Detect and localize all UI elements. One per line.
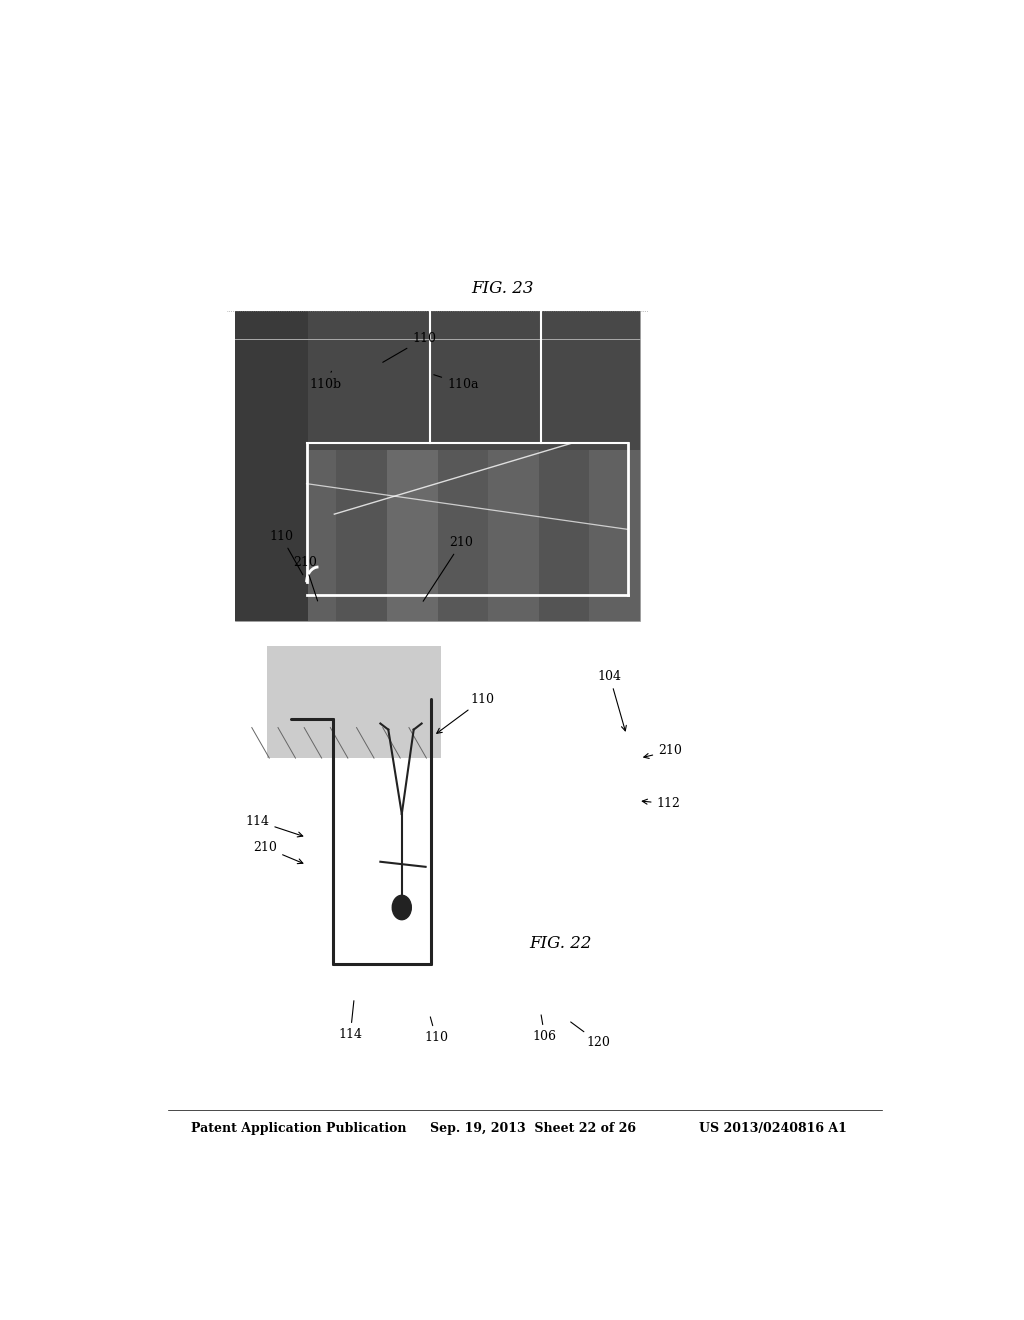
Text: 210: 210	[423, 536, 473, 601]
Text: 210: 210	[644, 744, 682, 759]
Text: 120: 120	[570, 1022, 610, 1049]
Text: 112: 112	[642, 797, 680, 810]
Bar	[236, 312, 308, 620]
Bar	[488, 312, 539, 620]
Text: 106: 106	[532, 1015, 557, 1043]
Bar	[387, 312, 437, 620]
Text: 110b: 110b	[309, 371, 341, 391]
Text: 110: 110	[424, 1016, 449, 1044]
Text: Patent Application Publication: Patent Application Publication	[191, 1122, 407, 1135]
Bar	[336, 312, 387, 620]
Bar	[236, 312, 640, 450]
Bar	[437, 312, 488, 620]
Text: 110: 110	[269, 531, 303, 574]
Circle shape	[392, 895, 412, 920]
Text: 110a: 110a	[434, 375, 478, 391]
Bar	[589, 312, 640, 620]
Text: 210: 210	[293, 557, 317, 601]
Text: Sep. 19, 2013  Sheet 22 of 26: Sep. 19, 2013 Sheet 22 of 26	[430, 1122, 636, 1135]
Text: 110: 110	[437, 693, 495, 734]
Text: FIG. 23: FIG. 23	[471, 280, 534, 297]
Text: 114: 114	[246, 814, 303, 837]
Text: 104: 104	[598, 671, 627, 731]
Text: 114: 114	[338, 1001, 362, 1041]
Text: US 2013/0240816 A1: US 2013/0240816 A1	[699, 1122, 847, 1135]
Text: 110: 110	[383, 331, 436, 362]
Bar	[286, 312, 336, 620]
Bar	[236, 312, 640, 620]
Text: FIG. 22: FIG. 22	[528, 935, 591, 952]
Bar	[267, 647, 441, 758]
Bar	[539, 312, 589, 620]
Bar	[236, 312, 286, 620]
Text: 210: 210	[253, 841, 303, 863]
